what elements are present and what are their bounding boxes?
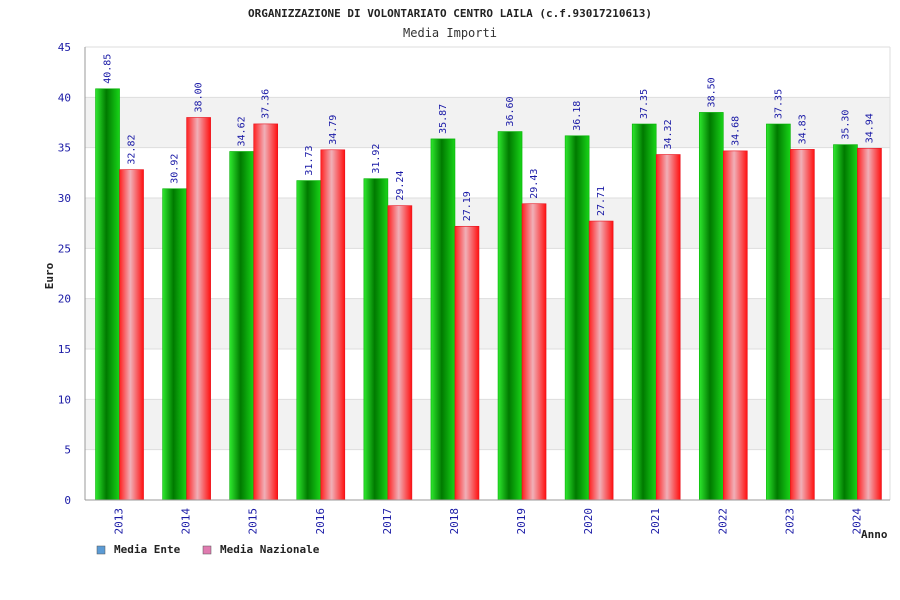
data-label: 35.87 <box>438 104 449 134</box>
data-labels: 40.85 32.82 30.92 38.00 34.62 37.36 31.73 34.79… <box>103 54 876 222</box>
y-tick-label: 15 <box>58 343 71 356</box>
plot-band <box>85 147 890 198</box>
bar-media-ente <box>497 131 523 501</box>
x-tick-label: 2021 <box>649 508 662 535</box>
data-label: 37.36 <box>261 89 272 119</box>
data-label: 32.82 <box>127 135 138 165</box>
data-label: 34.94 <box>864 113 875 143</box>
plot-band <box>85 198 890 249</box>
data-label: 37.35 <box>773 89 784 119</box>
plot-band <box>85 349 890 400</box>
x-axis-label: Anno <box>861 528 888 541</box>
data-label: 34.68 <box>730 116 741 146</box>
data-label: 31.92 <box>371 144 382 174</box>
bars <box>95 88 882 501</box>
bar-media-ente <box>833 144 858 501</box>
x-tick-label: 2016 <box>314 508 327 535</box>
legend-label-media-ente: Media Ente <box>114 543 181 556</box>
bar-media-ente <box>363 178 389 501</box>
data-label: 27.71 <box>596 186 607 216</box>
bar-media-nazionale <box>454 225 480 501</box>
legend-swatch-media-nazionale <box>202 545 212 555</box>
data-label: 34.79 <box>328 115 339 145</box>
x-tick-label: 2019 <box>515 508 528 535</box>
data-label: 34.83 <box>797 114 808 144</box>
data-label: 38.00 <box>194 82 205 112</box>
data-label: 40.85 <box>103 54 114 84</box>
bar-media-nazionale <box>857 147 882 501</box>
plot-band <box>85 97 890 148</box>
legend-label-media-nazionale: Media Nazionale <box>220 543 320 556</box>
bar-media-nazionale <box>588 220 614 501</box>
x-tick-label: 2024 <box>850 508 863 535</box>
legend-swatch-media-ente <box>96 545 106 555</box>
y-tick-label: 5 <box>64 444 71 457</box>
plot-band <box>85 449 890 500</box>
plot-band <box>85 47 890 98</box>
bar-media-nazionale <box>387 205 413 501</box>
x-tick-label: 2020 <box>582 508 595 535</box>
data-label: 29.24 <box>395 171 406 201</box>
legend: Media Ente Media Nazionale <box>96 543 320 556</box>
y-tick-label: 0 <box>64 494 71 507</box>
y-tick-label: 10 <box>58 393 71 406</box>
chart-title: ORGANIZZAZIONE DI VOLONTARIATO CENTRO LA… <box>248 7 652 20</box>
x-tick-label: 2015 <box>247 508 260 535</box>
y-tick-label: 45 <box>58 41 71 54</box>
data-label: 29.43 <box>529 169 540 199</box>
bar-media-ente <box>698 112 724 501</box>
y-tick-label: 35 <box>58 142 71 155</box>
data-label: 34.32 <box>663 119 674 149</box>
gridlines <box>85 46 891 501</box>
y-tick-label: 25 <box>58 242 71 255</box>
y-axis-label: Euro <box>43 262 56 289</box>
data-label: 30.92 <box>170 154 181 184</box>
bar-media-nazionale <box>790 149 815 501</box>
x-tick-label: 2022 <box>716 508 729 535</box>
plot-band <box>85 399 890 450</box>
bar-media-ente <box>95 88 120 501</box>
x-tick-label: 2013 <box>113 508 126 535</box>
x-tick-label: 2014 <box>180 508 193 535</box>
bar-media-nazionale <box>186 117 211 501</box>
bar-media-nazionale <box>521 203 547 501</box>
bar-media-ente <box>766 123 791 501</box>
data-label: 34.62 <box>237 116 248 146</box>
data-label: 31.73 <box>304 145 315 175</box>
bar-media-ente <box>296 180 322 501</box>
y-tick-label: 20 <box>58 293 71 306</box>
data-label: 36.60 <box>505 96 516 126</box>
x-tick-label: 2018 <box>448 508 461 535</box>
chart-subtitle: Media Importi <box>403 26 497 40</box>
bar-media-ente <box>430 138 456 501</box>
bar-media-ente <box>564 135 590 501</box>
y-axis-ticks: 0 5 10 15 20 25 30 35 40 45 <box>58 41 71 507</box>
data-label: 27.19 <box>462 191 473 221</box>
bar-media-ente <box>162 188 187 501</box>
x-tick-label: 2023 <box>783 508 796 535</box>
bar-media-nazionale <box>320 149 346 501</box>
bar-media-nazionale <box>253 123 279 501</box>
plot-band <box>85 298 890 349</box>
y-tick-label: 30 <box>58 192 71 205</box>
data-label: 37.35 <box>639 89 650 119</box>
bar-media-nazionale <box>722 150 748 501</box>
data-label: 36.18 <box>572 101 583 131</box>
y-tick-label: 40 <box>58 91 71 104</box>
data-label: 38.50 <box>706 77 717 107</box>
bar-media-nazionale <box>655 154 681 501</box>
data-label: 35.30 <box>840 110 851 140</box>
bar-media-ente <box>631 123 657 501</box>
x-tick-label: 2017 <box>381 508 394 535</box>
plot-band <box>85 248 890 299</box>
bar-media-nazionale <box>119 169 144 501</box>
bar-media-ente <box>229 151 255 501</box>
x-axis-ticks: 2013 2014 2015 2016 2017 2018 2019 2020 2021 2022… <box>113 508 864 535</box>
plot-background <box>85 47 890 500</box>
